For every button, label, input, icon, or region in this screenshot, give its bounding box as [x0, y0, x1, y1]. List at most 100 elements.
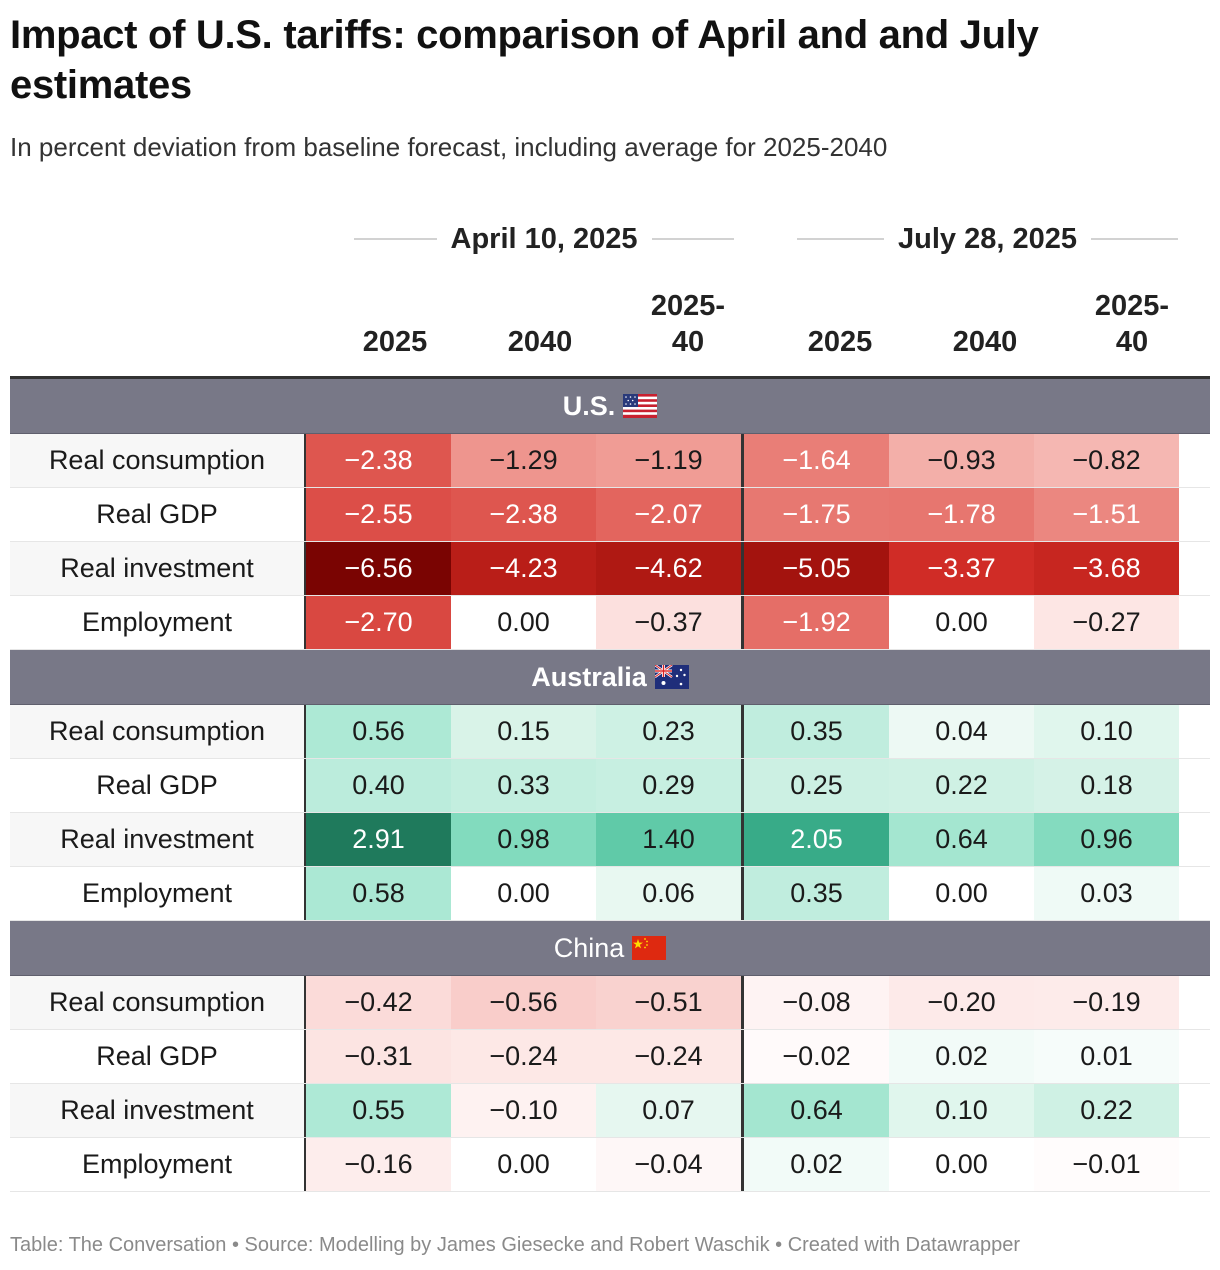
table-cell: −0.04 [596, 1138, 744, 1191]
row-label: Real GDP [10, 759, 306, 812]
column-header[interactable]: 2040 [952, 326, 1018, 358]
group-label-april: April 10, 2025 [450, 222, 638, 255]
row-label: Real consumption [10, 705, 306, 758]
table-cell: 0.00 [451, 596, 596, 649]
table-cell: 0.58 [306, 867, 451, 920]
source-footer: Table: The Conversation • Source: Modell… [10, 1234, 1021, 1256]
column-header[interactable]: 2025 [807, 326, 873, 358]
row-label: Real consumption [10, 434, 306, 487]
china-flag-icon [632, 936, 667, 960]
table-cell: 0.03 [1034, 867, 1179, 920]
table-cell: −0.24 [451, 1030, 596, 1083]
group-label-july: July 28, 2025 [898, 222, 1077, 255]
table-cell: 0.18 [1034, 759, 1179, 812]
table-cell: −2.70 [306, 596, 451, 649]
table-cell: 0.29 [596, 759, 744, 812]
table-cell: −2.38 [451, 488, 596, 541]
table-cell: −0.16 [306, 1138, 451, 1191]
table-cell: 0.02 [889, 1030, 1034, 1083]
table-cell: 0.35 [744, 705, 889, 758]
table-cell: 0.01 [1034, 1030, 1179, 1083]
row-label: Employment [10, 596, 306, 649]
table-cell: 0.33 [451, 759, 596, 812]
chart-title: Impact of U.S. tariffs: comparison of Ap… [10, 13, 1039, 107]
table-cell: 0.23 [596, 705, 744, 758]
table-cell: −1.75 [744, 488, 889, 541]
row-label: Real investment [10, 542, 306, 595]
row-label: Real investment [10, 813, 306, 866]
table-cell: 0.10 [889, 1084, 1034, 1137]
table-cell: −3.37 [889, 542, 1034, 595]
table-cell: −1.78 [889, 488, 1034, 541]
table-cell: 0.64 [744, 1084, 889, 1137]
table-row: Employment −2.70 0.00 −0.37 −1.92 0.00 −0.27 [10, 596, 1210, 650]
group-rule-left [797, 238, 885, 240]
table-row: Real consumption −2.38 −1.29 −1.19 −1.64 −0.9… [10, 434, 1210, 488]
table-cell: −3.68 [1034, 542, 1179, 595]
table-cell: −0.31 [306, 1030, 451, 1083]
table-cell: 0.22 [889, 759, 1034, 812]
row-label: Employment [10, 867, 306, 920]
table-cell: −0.19 [1034, 976, 1179, 1029]
column-header[interactable]: 2040 [507, 326, 573, 358]
table-cell: 1.40 [596, 813, 744, 866]
column-header[interactable]: 2025 [362, 326, 428, 358]
row-label: Real investment [10, 1084, 306, 1137]
table-cell: 2.05 [744, 813, 889, 866]
table-cell: 0.40 [306, 759, 451, 812]
table-row: Real investment 2.91 0.98 1.40 2.05 0.64 0.96 [10, 813, 1210, 867]
table-cell: 0.00 [889, 867, 1034, 920]
table-cell: −0.08 [744, 976, 889, 1029]
section-header: China [10, 921, 1210, 976]
row-label: Employment [10, 1138, 306, 1191]
group-rule-left [354, 238, 437, 240]
table-row: Real GDP 0.40 0.33 0.29 0.25 0.22 0.18 [10, 759, 1210, 813]
table-cell: 0.35 [744, 867, 889, 920]
table-cell: 0.25 [744, 759, 889, 812]
table-cell: −4.23 [451, 542, 596, 595]
section-name: Australia [531, 661, 647, 692]
table-cell: −0.37 [596, 596, 744, 649]
table-cell: 0.07 [596, 1084, 744, 1137]
us-flag-icon [623, 394, 658, 418]
data-table: U.S. Real consumption −2.38 −1.29 −1.19 −1.64… [10, 376, 1210, 1192]
group-rule-right [651, 238, 734, 240]
table-row: Real consumption 0.56 0.15 0.23 0.35 0.04 0.10 [10, 705, 1210, 759]
column-header[interactable]: 2025- 40 [650, 290, 726, 358]
group-rule-right [1091, 238, 1179, 240]
section-header: U.S. [10, 379, 1210, 434]
table-cell: −1.29 [451, 434, 596, 487]
group-header-july: July 28, 2025 [797, 218, 1179, 260]
table-cell: −5.05 [744, 542, 889, 595]
table-row: Employment 0.58 0.00 0.06 0.35 0.00 0.03 [10, 867, 1210, 921]
table-cell: 0.98 [451, 813, 596, 866]
table-row: Real investment −6.56 −4.23 −4.62 −5.05 −3.37… [10, 542, 1210, 596]
table-cell: −0.01 [1034, 1138, 1179, 1191]
australia-flag-icon [654, 664, 689, 689]
table-row: Employment −0.16 0.00 −0.04 0.02 0.00 −0.01 [10, 1138, 1210, 1192]
table-cell: 0.15 [451, 705, 596, 758]
column-header[interactable]: 2025- 40 [1094, 290, 1170, 358]
table-cell: −1.92 [744, 596, 889, 649]
table-cell: 0.56 [306, 705, 451, 758]
table-cell: −0.51 [596, 976, 744, 1029]
table-cell: −0.93 [889, 434, 1034, 487]
row-label: Real consumption [10, 976, 306, 1029]
table-cell: −1.19 [596, 434, 744, 487]
table-cell: 0.00 [451, 1138, 596, 1191]
table-cell: 0.04 [889, 705, 1034, 758]
table-cell: −0.24 [596, 1030, 744, 1083]
table-cell: −0.20 [889, 976, 1034, 1029]
group-header-april: April 10, 2025 [354, 218, 734, 260]
table-cell: 0.00 [451, 867, 596, 920]
table-cell: −6.56 [306, 542, 451, 595]
table-cell: −0.02 [744, 1030, 889, 1083]
table-row: Real investment 0.55 −0.10 0.07 0.64 0.10 0.22 [10, 1084, 1210, 1138]
section-header: Australia [10, 650, 1210, 705]
table-row: Real GDP −0.31 −0.24 −0.24 −0.02 0.02 0.01 [10, 1030, 1210, 1084]
table-cell: −0.27 [1034, 596, 1179, 649]
table-cell: 0.96 [1034, 813, 1179, 866]
table-cell: −0.82 [1034, 434, 1179, 487]
table-cell: −2.07 [596, 488, 744, 541]
table-cell: 2.91 [306, 813, 451, 866]
